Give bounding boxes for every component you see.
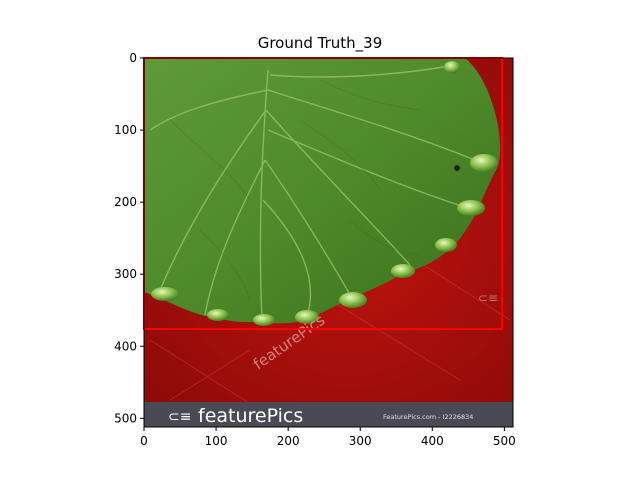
axes-frame	[143, 57, 514, 428]
y-tick-label: 0	[129, 51, 137, 65]
leaf-texture	[169, 79, 421, 301]
x-tick-label: 0	[140, 434, 148, 448]
figure-title: Ground Truth_39	[257, 34, 383, 52]
brand-logo-icon: ⊂≡	[168, 409, 191, 425]
leaf	[144, 58, 501, 324]
brand-bar	[144, 402, 513, 427]
x-tick-label: 400	[421, 434, 444, 448]
photo: featurePics ⊂≡ ⊂≡ featurePics FeaturePic…	[144, 58, 513, 427]
x-tick-label: 500	[493, 434, 516, 448]
watermark-logo-icon: ⊂≡	[478, 291, 498, 305]
brand-text: featurePics	[198, 405, 303, 427]
y-axis: 0 100 200 300 400 500	[114, 51, 144, 425]
y-tick-label: 300	[114, 267, 137, 281]
x-tick-label: 200	[277, 434, 300, 448]
leaf-veins	[149, 64, 476, 321]
y-tick-label: 400	[114, 339, 137, 353]
y-tick-label: 500	[114, 411, 137, 425]
water-drops	[151, 61, 498, 326]
x-tick-label: 300	[349, 434, 372, 448]
y-tick-label: 200	[114, 195, 137, 209]
y-tick-label: 100	[114, 123, 137, 137]
credit-text: FeaturePics.com - I2226834	[383, 413, 473, 421]
x-tick-label: 100	[205, 434, 228, 448]
x-axis: 0 100 200 300 400 500	[140, 427, 516, 448]
